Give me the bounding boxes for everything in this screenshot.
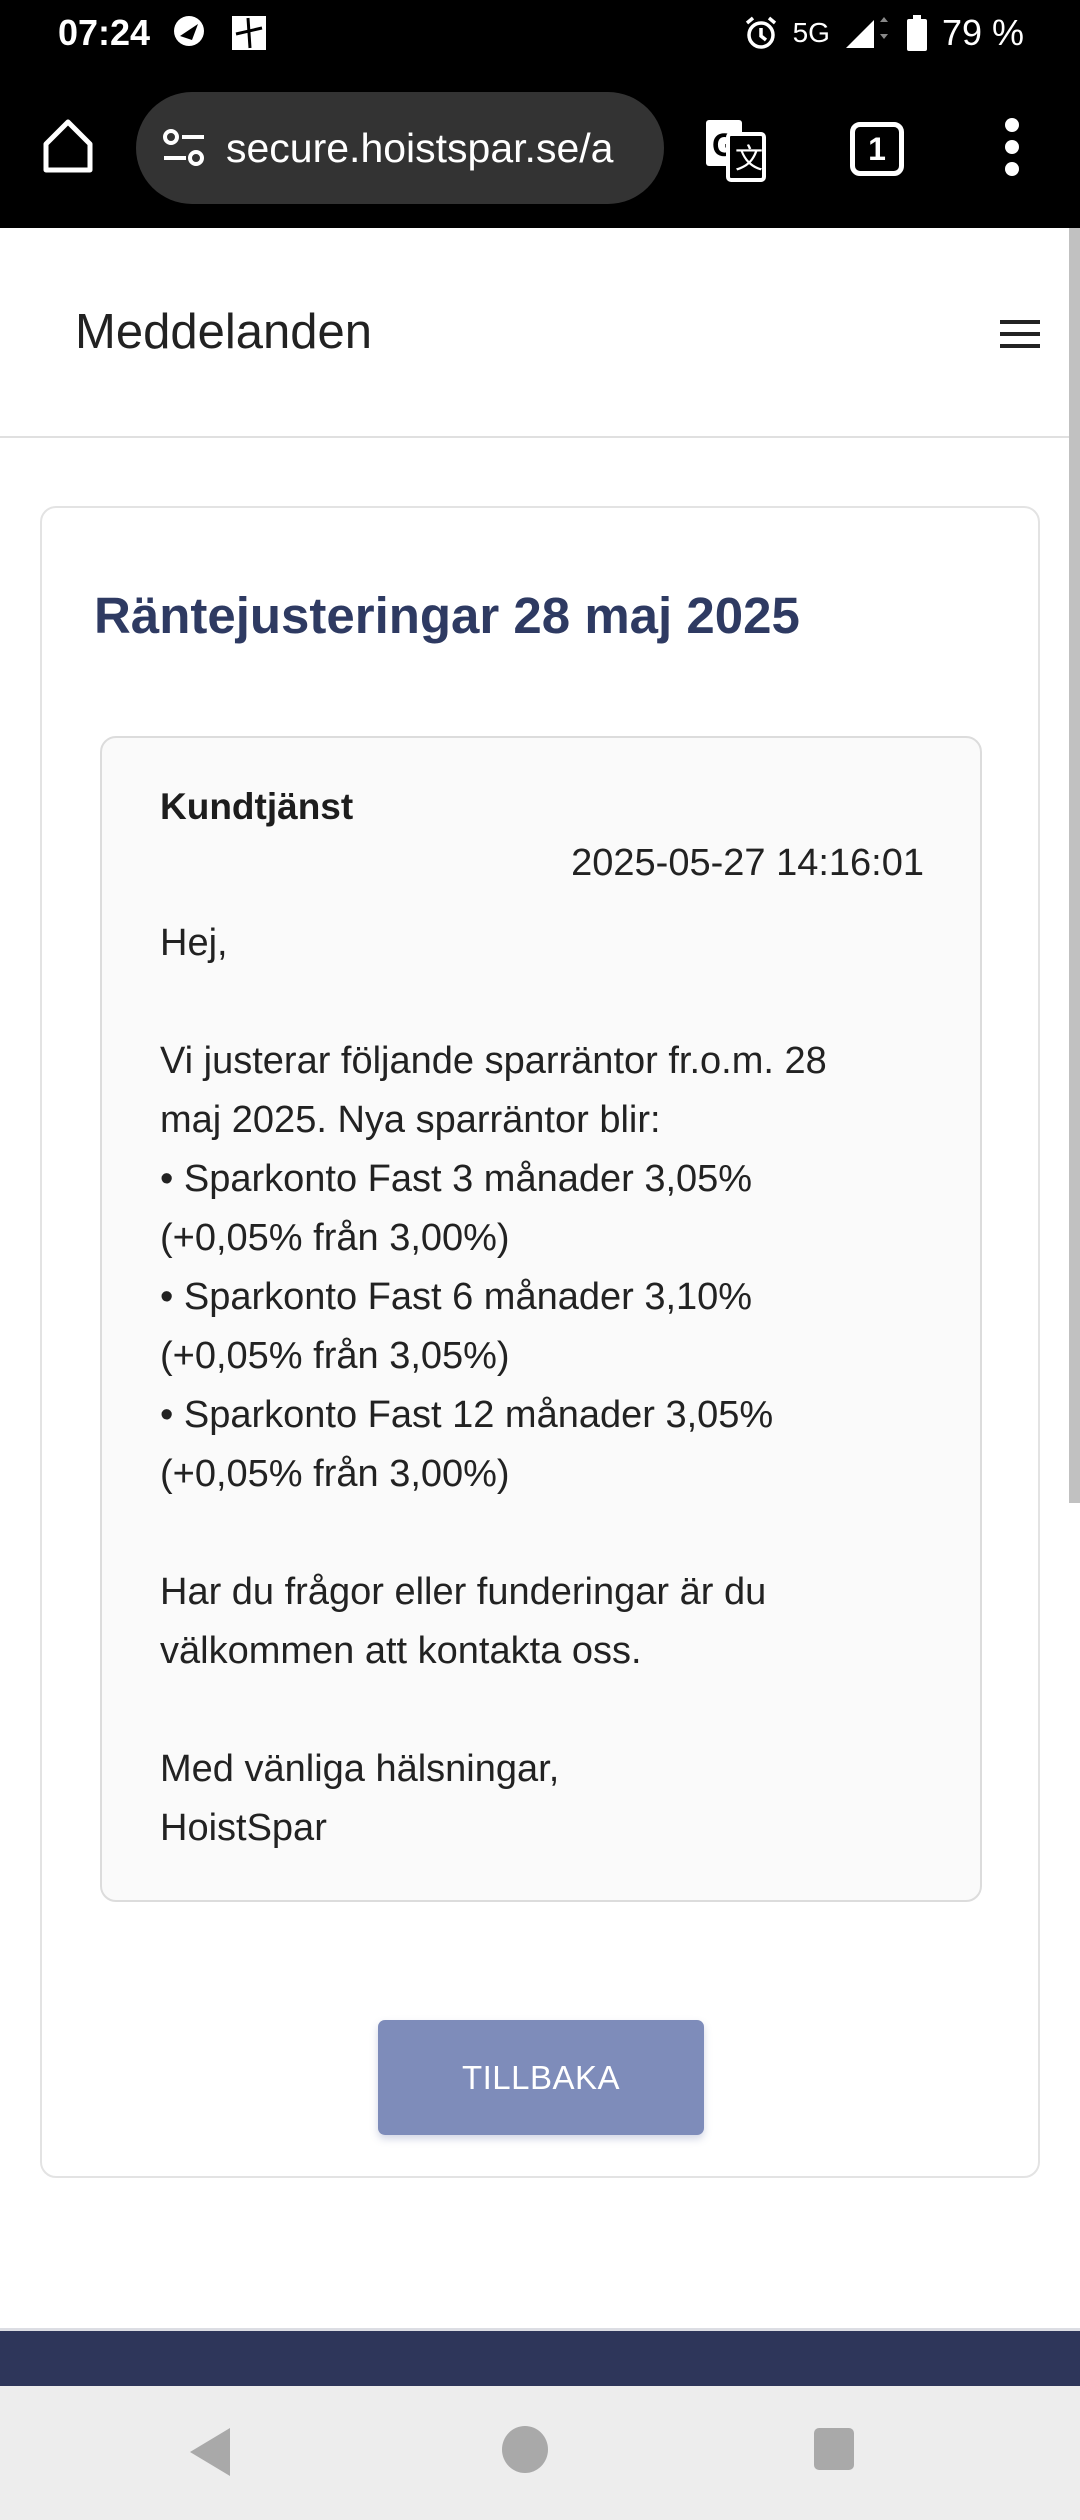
message-line: maj 2025. Nya sparräntor blir:	[160, 1099, 661, 1141]
message-card: Räntejusteringar 28 maj 2025 Kundtjänst …	[40, 506, 1040, 2178]
app-notification-icon	[174, 16, 204, 46]
message-line	[160, 973, 827, 1032]
message-line: Vi justerar följande sparräntor fr.o.m. …	[160, 1040, 827, 1082]
message-line: Hej,	[160, 922, 228, 964]
status-icons: 5G 79 %	[743, 12, 1024, 54]
message-date: 2025-05-27 14:16:01	[571, 842, 924, 884]
message-line	[160, 1681, 827, 1740]
status-time: 07:24	[58, 12, 151, 53]
message-line: HoistSpar	[160, 1807, 327, 1849]
message-line: Med vänliga hälsningar,	[160, 1748, 560, 1790]
message-body: Hej, Vi justerar följande sparräntor fr.…	[160, 914, 827, 1858]
message-line: (+0,05% från 3,00%)	[160, 1453, 510, 1495]
site-settings-icon[interactable]	[162, 128, 206, 168]
message-line: • Sparkonto Fast 3 månader 3,05%	[160, 1158, 753, 1200]
signal-icon	[845, 17, 888, 48]
more-options-icon[interactable]	[1000, 118, 1024, 182]
message-line: (+0,05% från 3,05%)	[160, 1335, 510, 1377]
message-box: Kundtjänst 2025-05-27 14:16:01 Hej, Vi j…	[100, 736, 982, 1902]
page-footer	[0, 2328, 1080, 2386]
message-line: (+0,05% från 3,00%)	[160, 1217, 510, 1259]
tab-switcher-button[interactable]: 1	[850, 122, 904, 176]
message-line: välkommen att kontakta oss.	[160, 1630, 642, 1672]
gallery-notification-icon	[232, 16, 266, 50]
hamburger-menu-icon[interactable]	[1000, 320, 1040, 350]
scrollbar[interactable]	[1069, 228, 1080, 1503]
address-bar[interactable]: secure.hoistspar.se/a	[136, 92, 664, 204]
network-type: 5G	[792, 17, 830, 48]
message-line: • Sparkonto Fast 6 månader 3,10%	[160, 1276, 753, 1318]
message-line: • Sparkonto Fast 12 månader 3,05%	[160, 1394, 774, 1436]
message-title: Räntejusteringar 28 maj 2025	[94, 587, 800, 644]
message-line	[160, 1504, 827, 1563]
svg-text:文: 文	[735, 143, 763, 174]
back-button[interactable]: TILLBAKA	[378, 2020, 704, 2135]
translate-icon[interactable]: G文	[704, 118, 768, 182]
battery-icon	[906, 15, 927, 51]
system-nav-bar	[0, 2386, 1080, 2520]
recents-nav-icon[interactable]	[814, 2428, 854, 2470]
url-text: secure.hoistspar.se/a	[226, 124, 614, 171]
message-line: Har du frågor eller funderingar är du	[160, 1571, 767, 1613]
back-nav-icon[interactable]	[190, 2428, 230, 2476]
battery-level: 79 %	[941, 12, 1024, 53]
alarm-icon	[745, 16, 776, 49]
page-header: Meddelanden	[0, 228, 1080, 438]
status-bar: 07:24 5G 79 %	[0, 0, 1080, 70]
home-nav-icon[interactable]	[502, 2426, 548, 2473]
page-title: Meddelanden	[75, 305, 372, 359]
message-sender: Kundtjänst	[160, 786, 354, 827]
home-icon[interactable]	[40, 118, 96, 174]
